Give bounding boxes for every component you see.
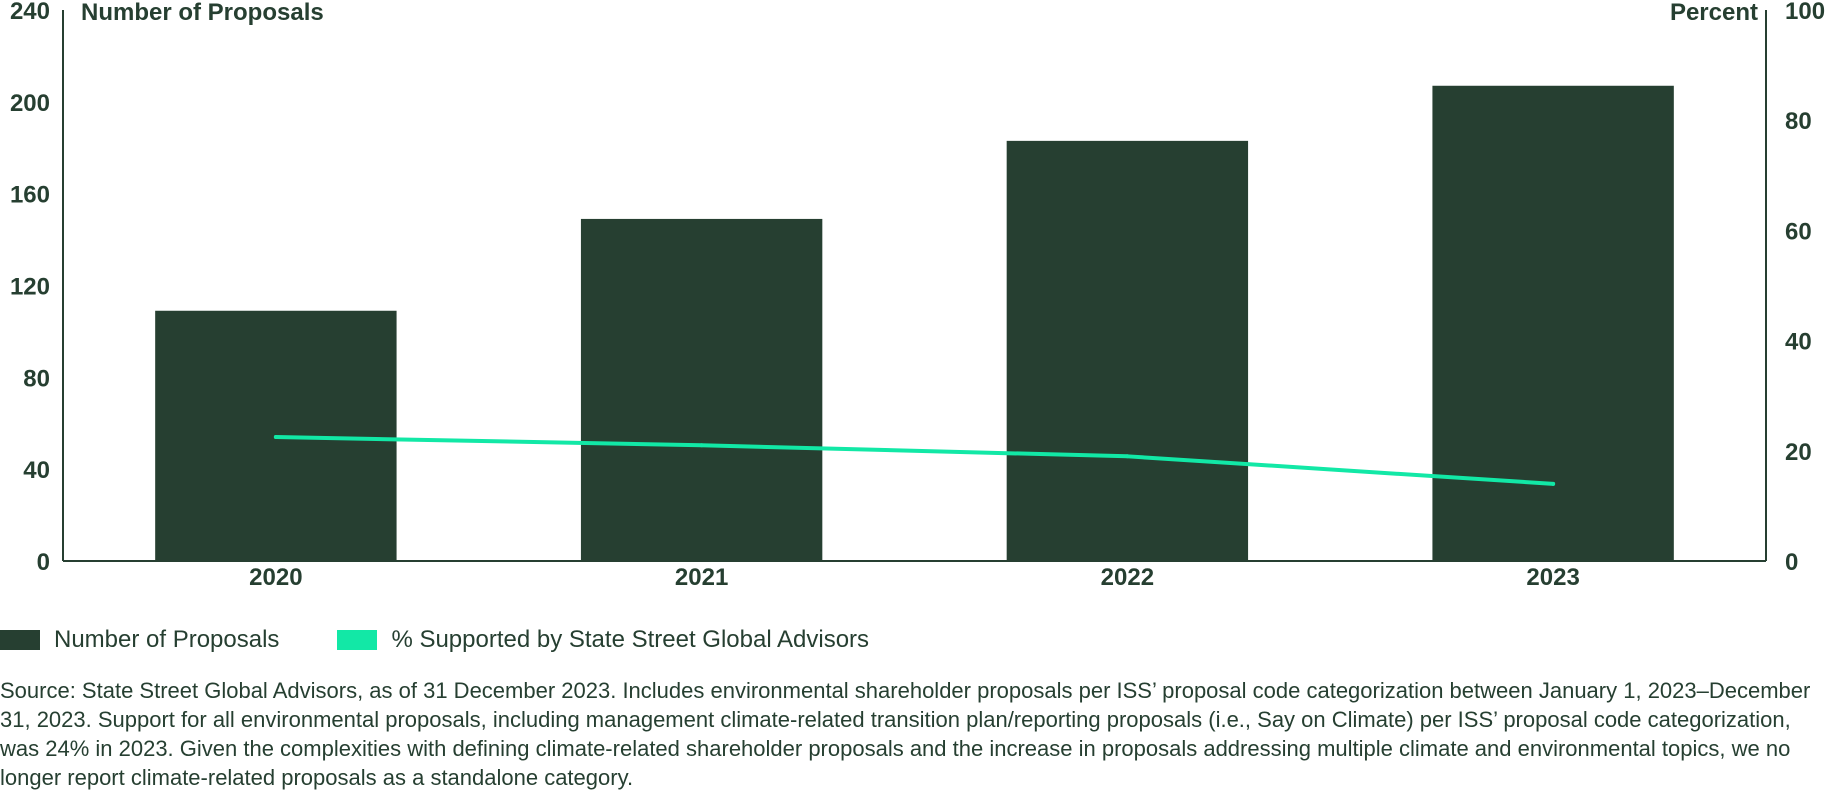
left-tick-label: 40 (23, 457, 50, 484)
right-tick-label: 80 (1785, 108, 1812, 135)
bar-2022 (1006, 140, 1249, 562)
legend-label-supported: % Supported by State Street Global Advis… (391, 626, 870, 653)
line-point-2020 (273, 435, 278, 440)
right-axis-title: Percent (1670, 0, 1758, 26)
right-tick-label: 40 (1785, 329, 1812, 356)
legend-item-supported: % Supported by State Street Global Advis… (337, 626, 869, 654)
right-tick-label: 60 (1785, 218, 1812, 245)
axes (62, 10, 1767, 562)
line-series-group (273, 435, 1556, 486)
right-axis-ticks: 0 20 40 60 80 100 (1785, 0, 1825, 576)
right-tick-label: 20 (1785, 439, 1812, 466)
legend: Number of Proposals % Supported by State… (0, 620, 927, 660)
left-tick-label: 200 (10, 90, 50, 117)
legend-swatch-line (337, 630, 378, 650)
right-tick-label: 0 (1785, 549, 1798, 576)
x-tick-label: 2020 (249, 564, 302, 591)
legend-item-proposals: Number of Proposals (0, 626, 279, 654)
bar-series (155, 85, 1674, 562)
support-percent-line (273, 435, 1556, 486)
left-tick-label: 80 (23, 365, 50, 392)
left-tick-label: 160 (10, 182, 50, 209)
left-axis-ticks: 0 40 80 120 160 200 240 (10, 0, 50, 576)
x-tick-label: 2021 (675, 564, 728, 591)
line-point-2021 (699, 443, 704, 448)
legend-label-proposals: Number of Proposals (54, 626, 280, 653)
left-axis-title: Number of Proposals (81, 0, 324, 26)
left-tick-label: 240 (10, 0, 50, 25)
bar-2021 (580, 218, 823, 561)
line-point-2023 (1551, 481, 1556, 486)
line-point-2022 (1125, 454, 1130, 459)
legend-swatch-bar (0, 630, 40, 650)
x-tick-label: 2023 (1526, 564, 1579, 591)
bar-2023 (1432, 85, 1674, 561)
left-tick-label: 120 (10, 274, 50, 301)
left-tick-label: 0 (37, 549, 50, 576)
x-axis-ticks: 2020 2021 2022 2023 (249, 564, 1580, 591)
chart: Number of Proposals Percent 0 40 80 120 160 2… (10, 0, 1825, 591)
source-note: Source: State Street Global Advisors, as… (0, 678, 1811, 790)
x-tick-label: 2022 (1101, 564, 1154, 591)
right-tick-label: 100 (1785, 0, 1825, 25)
